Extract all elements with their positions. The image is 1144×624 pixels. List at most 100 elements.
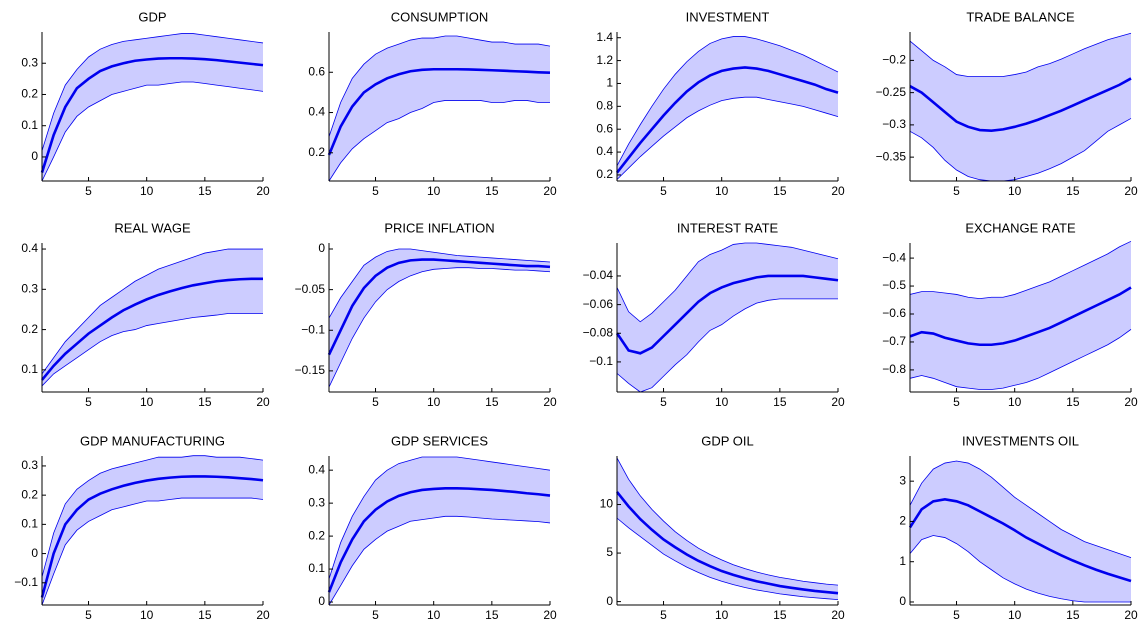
x-tick-label: 5 [372, 395, 379, 409]
y-tick-label: −0.04 [583, 268, 614, 282]
y-tick-label: 0 [318, 241, 325, 255]
x-tick-label: 5 [372, 184, 379, 198]
x-tick-label: 15 [485, 184, 499, 198]
y-tick-label: 0.1 [21, 118, 38, 132]
x-tick-label: 15 [773, 184, 787, 198]
lower-bound-line [909, 329, 1132, 390]
y-tick-label: 0.2 [308, 145, 325, 159]
y-tick-label: −0.06 [583, 297, 614, 311]
upper-bound-line [41, 248, 263, 375]
confidence-band [42, 455, 263, 605]
y-tick-label: 0.4 [308, 105, 325, 119]
chart-title: INVESTMENTS OIL [962, 433, 1079, 448]
chart-title: GDP [138, 9, 166, 24]
chart-title: GDP MANUFACTURING [80, 433, 225, 448]
y-tick-label: −0.7 [882, 334, 906, 348]
y-tick-label: 0 [606, 594, 613, 608]
y-tick-label: 0.4 [308, 462, 325, 476]
y-tick-label: −0.1 [301, 322, 325, 336]
chart-title: EXCHANGE RATE [965, 220, 1076, 235]
confidence-band [617, 36, 838, 180]
x-tick-label: 20 [256, 608, 270, 622]
confidence-band [910, 33, 1131, 182]
x-tick-label: 10 [427, 395, 441, 409]
y-tick-label: −0.1 [14, 575, 38, 589]
x-tick-label: 5 [953, 184, 960, 198]
x-tick-label: 5 [953, 395, 960, 409]
x-tick-label: 15 [773, 395, 787, 409]
y-tick-label: 0.2 [21, 87, 38, 101]
median-line [40, 56, 264, 173]
y-tick-label: 0 [899, 594, 906, 608]
x-tick-label: 5 [953, 608, 960, 622]
x-tick-label: 15 [198, 608, 212, 622]
median-line [615, 274, 839, 355]
y-tick-label: 0.3 [21, 281, 38, 295]
x-tick-label: 10 [715, 395, 729, 409]
x-tick-label: 20 [543, 184, 557, 198]
y-tick-label: 0.1 [21, 517, 38, 531]
x-tick-label: 10 [140, 608, 154, 622]
y-tick-label: 0.8 [596, 99, 613, 113]
confidence-band [329, 36, 550, 182]
y-tick-label: 1.2 [596, 53, 613, 67]
upper-bound-line [616, 242, 839, 323]
upper-bound-line [328, 35, 551, 137]
x-tick-label: 20 [831, 184, 845, 198]
y-tick-label: 0.6 [308, 64, 325, 78]
confidence-band [329, 456, 550, 605]
median-line [327, 67, 551, 156]
x-tick-label: 5 [660, 608, 667, 622]
y-tick-label: 1.4 [596, 30, 613, 44]
y-tick-label: 5 [606, 545, 613, 559]
upper-bound-line [616, 36, 839, 166]
y-tick-label: 0.6 [596, 121, 613, 135]
upper-bound-line [328, 248, 551, 319]
x-tick-label: 10 [427, 608, 441, 622]
y-tick-label: 2 [899, 514, 906, 528]
chart-title: GDP SERVICES [391, 433, 488, 448]
x-tick-label: 5 [372, 608, 379, 622]
x-tick-label: 10 [715, 184, 729, 198]
x-tick-label: 10 [1008, 184, 1022, 198]
y-tick-label: 0 [318, 594, 325, 608]
y-tick-label: −0.8 [882, 362, 906, 376]
chart-title: PRICE INFLATION [384, 220, 494, 235]
lower-bound-line [616, 517, 839, 601]
y-tick-label: −0.5 [882, 278, 906, 292]
y-tick-label: 0 [31, 546, 38, 560]
y-tick-label: 3 [899, 473, 906, 487]
upper-bound-line [41, 455, 264, 578]
y-tick-label: −0.4 [882, 250, 906, 264]
lower-bound-line [41, 81, 264, 182]
y-tick-label: 0.3 [308, 495, 325, 509]
y-tick-label: 0.3 [21, 458, 38, 472]
upper-bound-line [909, 240, 1132, 300]
x-tick-label: 15 [773, 608, 787, 622]
y-tick-label: −0.3 [882, 117, 906, 131]
y-tick-label: −0.08 [583, 325, 614, 339]
x-tick-label: 10 [715, 608, 729, 622]
chart-title: INVESTMENT [686, 9, 770, 24]
upper-bound-line [616, 457, 839, 586]
chart-title: REAL WAGE [114, 220, 191, 235]
x-tick-label: 20 [256, 184, 270, 198]
median-line [909, 286, 1132, 347]
x-tick-label: 15 [1066, 184, 1080, 198]
y-tick-label: 0.1 [21, 362, 38, 376]
x-tick-label: 10 [1008, 608, 1022, 622]
chart-title: GDP OIL [701, 433, 754, 448]
lower-bound-line [41, 313, 263, 387]
chart-title: CONSUMPTION [391, 9, 489, 24]
confidence-band [42, 33, 263, 181]
chart-title: INTEREST RATE [677, 220, 779, 235]
y-tick-label: 0.3 [21, 55, 38, 69]
x-tick-label: 10 [1008, 395, 1022, 409]
y-tick-label: −0.15 [295, 363, 326, 377]
upper-bound-line [328, 456, 551, 580]
median-line [327, 258, 551, 356]
confidence-band [910, 241, 1131, 390]
x-tick-label: 5 [85, 395, 92, 409]
x-tick-label: 5 [660, 184, 667, 198]
